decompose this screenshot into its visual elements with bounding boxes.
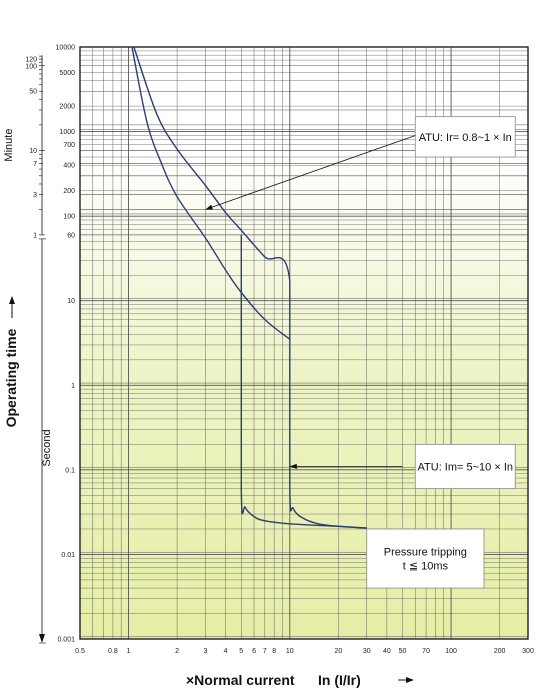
y-tick-label: 400: [63, 163, 75, 170]
minute-tick-label: 7: [33, 161, 37, 168]
annotation-box-atu-im: [414, 443, 516, 490]
x-tick-label: 40: [383, 648, 391, 655]
x-tick-label: 4: [224, 648, 228, 655]
annotation-box-pressure: [366, 528, 485, 589]
y-tick-label: 100: [63, 214, 75, 221]
y-tick-label: 5000: [59, 70, 75, 77]
minute-tick-label: 10: [29, 148, 37, 155]
minute-tick-label: 100: [25, 63, 37, 70]
annotation-box-atu-ir: [414, 116, 516, 158]
operating-time-label: Operating time: [3, 328, 19, 427]
y-tick-label: 2000: [59, 104, 75, 111]
x-tick-label: 2: [175, 648, 179, 655]
x-tick-label: 300: [522, 648, 534, 655]
curve-lower-instant: [240, 234, 367, 529]
minute-tick-label: 3: [33, 192, 37, 199]
x-tick-label: 50: [399, 648, 407, 655]
x-tick-label: 8: [272, 648, 276, 655]
x-tick-label: 30: [363, 648, 371, 655]
x-tick-label: 7: [263, 648, 267, 655]
y-tick-label: 700: [63, 142, 75, 149]
annotation-label-pressure-0: Pressure tripping: [384, 547, 467, 559]
x-tick-label: 10: [286, 648, 294, 655]
x-axis-label: ×Normal current: [186, 672, 295, 688]
x-tick-label: 5: [239, 648, 243, 655]
annotation-arrowhead-atu-ir: [205, 204, 213, 210]
plot-frame: [79, 46, 529, 640]
y-tick-label: 10: [67, 298, 75, 305]
y-tick-label: 1: [71, 383, 75, 390]
minute-tick-label: 120: [25, 57, 37, 64]
y-tick-label: 10000: [56, 45, 76, 52]
annotation-label-atu-ir: ATU: Ir= 0.8~1 × In: [419, 132, 512, 144]
second-label: Second: [41, 429, 53, 466]
x-tick-label: 3: [204, 648, 208, 655]
minute-label: Minute: [3, 129, 15, 162]
x-axis-unit-label: In (I/Ir): [318, 672, 361, 688]
minute-tick-label: 50: [29, 89, 37, 96]
curve-upper: [133, 46, 367, 529]
curve-lower: [131, 46, 291, 340]
x-tick-label: 0.8: [108, 648, 118, 655]
x-tick-label: 20: [334, 648, 342, 655]
annotation-label-pressure-1: t ≦ 10ms: [403, 561, 449, 573]
minute-tick-label: 1: [33, 232, 37, 239]
x-tick-label: 1: [127, 648, 131, 655]
x-axis-arrowhead: [406, 677, 414, 683]
x-tick-label: 6: [252, 648, 256, 655]
axis-labels: Minute Second Operating time ×Normal curren…: [3, 129, 414, 688]
y-tick-label: 200: [63, 188, 75, 195]
y-tick-label: 0.01: [61, 552, 75, 559]
y-tick-label: 1000: [59, 129, 75, 136]
annotation-label-atu-im: ATU: Im= 5~10 × In: [418, 462, 513, 474]
y-tick-label: 0.001: [57, 637, 75, 644]
x-tick-label: 0.5: [75, 648, 85, 655]
annotation-arrow-atu-ir: [205, 135, 416, 210]
annotation-arrowhead-atu-im: [289, 463, 297, 469]
y-tick-labels: 0.001 0.01 0.1 1 10 60 100 200 400 700 1000 2000 500…: [56, 45, 76, 644]
second-axis-arrow: [39, 634, 45, 643]
x-tick-label: 100: [445, 648, 457, 655]
operating-time-arrowhead: [9, 296, 15, 304]
curves: [131, 46, 367, 529]
y-tick-label: 0.1: [65, 467, 75, 474]
x-tick-labels: 0.5 0.8 1 2 3 4 5 6 7 8 10 20 30 40 50 70 100 200 300: [75, 648, 534, 655]
x-tick-label: 70: [422, 648, 430, 655]
x-tick-label: 200: [494, 648, 506, 655]
y-tick-label: 60: [67, 232, 75, 239]
annotations: ATU: Ir= 0.8~1 × In ATU: Im= 5~10 × In Pre…: [205, 116, 516, 589]
